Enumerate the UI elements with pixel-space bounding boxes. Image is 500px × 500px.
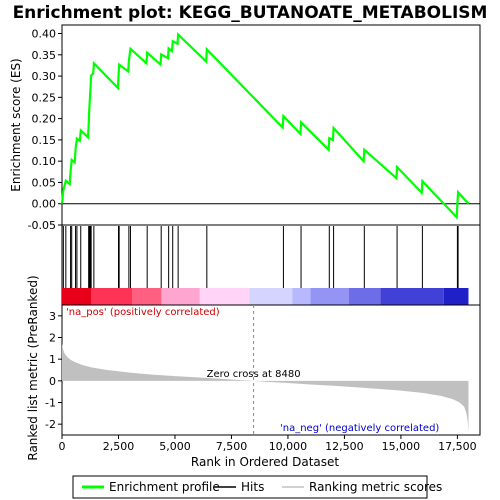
legend-label-hits: Hits: [241, 480, 264, 494]
legend-label-enrichment-profile: Enrichment profile: [109, 480, 220, 494]
rank-color-segment: [380, 288, 444, 305]
metric-y-tick-label: -2: [45, 418, 56, 431]
es-y-tick-label: 0.35: [32, 49, 57, 62]
metric-panel: Zero cross at 8480 'na_pos' (positively …: [26, 275, 481, 469]
metric-y-tick-label: 3: [49, 310, 56, 323]
legend: Enrichment profile Hits Ranking metric sco…: [72, 475, 442, 499]
rank-color-segment: [91, 288, 133, 305]
positive-correlation-label: 'na_pos' (positively correlated): [66, 307, 220, 318]
x-tick-label: 2,500: [103, 440, 135, 453]
metric-panel-frame: [61, 304, 481, 436]
es-panel: -0.05 0.00 0.05 0.10 0.15 0.20 0.25 0.30 0.35 0.4…: [9, 24, 481, 232]
metric-y-axis-label: Ranked list metric (PreRanked): [26, 275, 40, 460]
rank-color-segment: [249, 288, 293, 305]
zero-cross-label: Zero cross at 8480: [207, 369, 301, 380]
x-tick-label: 10,000: [269, 440, 308, 453]
legend-label-ranking-metric-scores: Ranking metric scores: [309, 480, 442, 494]
enrichment-profile-line: [60, 31, 470, 220]
es-panel-frame: [61, 24, 481, 226]
ranking-metric-area: [62, 343, 469, 433]
es-y-tick-label: 0.25: [32, 91, 57, 104]
negative-correlation-label: 'na_neg' (negatively correlated): [280, 423, 439, 434]
chart-title: Enrichment plot: KEGG_BUTANOATE_METABOLI…: [13, 3, 488, 23]
rank-color-segment: [443, 288, 469, 305]
es-y-tick-label: 0.10: [32, 155, 57, 168]
rank-color-segment: [132, 288, 162, 305]
es-y-tick-label: -0.05: [28, 219, 56, 232]
rank-color-segment: [161, 288, 200, 305]
rank-color-segment: [199, 288, 250, 305]
x-tick-label: 7,500: [216, 440, 248, 453]
hits-panel: [61, 224, 481, 306]
rank-color-segment: [62, 288, 92, 305]
x-tick-label: 15,000: [382, 440, 421, 453]
metric-y-tick-label: 1: [49, 353, 56, 366]
x-axis-label: Rank in Ordered Dataset: [191, 455, 339, 469]
es-y-tick-label: 0.15: [32, 134, 57, 147]
x-tick-label: 5,000: [159, 440, 191, 453]
es-y-tick-label: 0.40: [32, 28, 57, 41]
rank-color-segment: [310, 288, 349, 305]
es-y-tick-label: 0.30: [32, 70, 57, 83]
x-tick-label: 12,500: [325, 440, 364, 453]
es-y-tick-label: 0.00: [32, 198, 57, 211]
x-tick-label: 17,500: [438, 440, 477, 453]
x-tick-label: 0: [59, 440, 66, 453]
rank-color-segment: [348, 288, 381, 305]
legend-frame: [72, 475, 428, 499]
metric-y-tick-label: -1: [45, 397, 56, 410]
es-y-tick-label: 0.05: [32, 176, 57, 189]
metric-y-tick-label: 2: [49, 332, 56, 345]
metric-y-tick-label: 0: [49, 375, 56, 388]
es-y-axis-label: Enrichment score (ES): [9, 58, 23, 191]
es-y-tick-label: 0.20: [32, 113, 57, 126]
rank-color-segment: [292, 288, 311, 305]
